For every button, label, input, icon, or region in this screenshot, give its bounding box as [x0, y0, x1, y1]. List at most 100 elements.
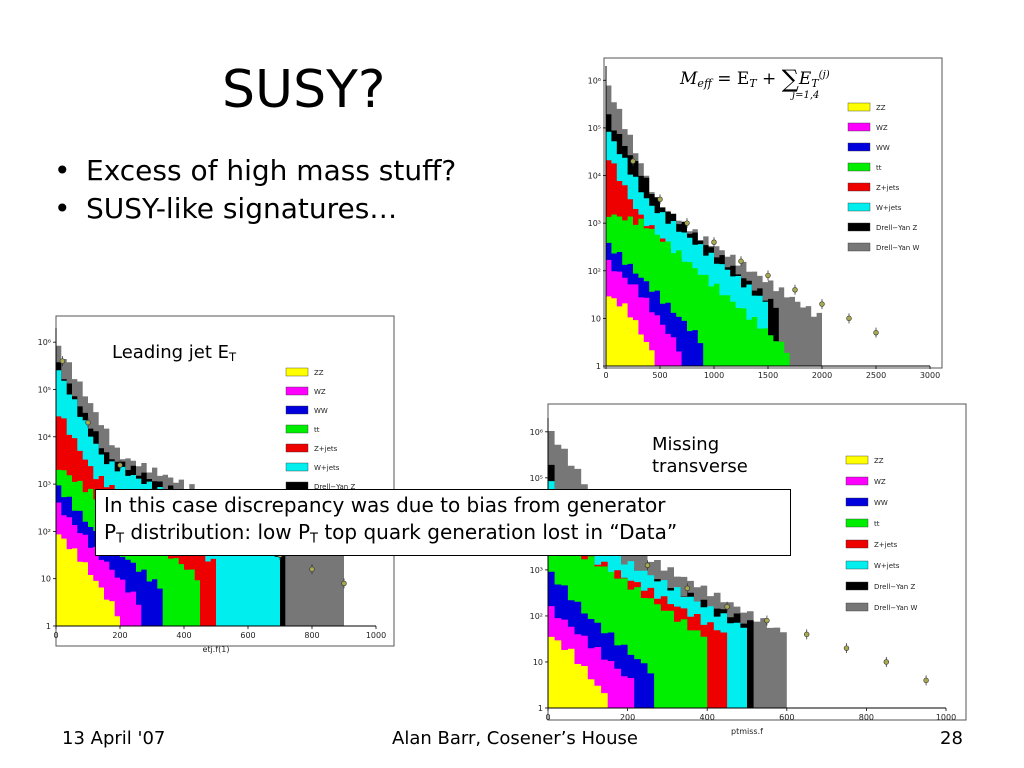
data-point: [883, 659, 889, 665]
legend-swatch: [845, 455, 869, 465]
formula-sum-icon: ∑: [781, 65, 799, 93]
data-point: [764, 617, 770, 624]
legend-swatch: [847, 182, 871, 192]
legend-label: Z+jets: [314, 445, 338, 453]
bullet-item: • Excess of high mass stuff?: [48, 155, 468, 187]
slide-title: SUSY?: [222, 60, 386, 120]
formula-plus: +: [762, 69, 777, 89]
legend-swatch: [845, 581, 869, 591]
discrepancy-note: In this case discrepancy was due to bias…: [95, 489, 791, 557]
legend-swatch: [847, 202, 871, 212]
x-tick-label: 2000: [812, 371, 832, 380]
data-point: [630, 158, 636, 164]
formula-term-sub: T: [811, 76, 819, 90]
meff-histogram-svg: 1 10 10² 10³ 10⁴ 10⁵ 10⁶ 0 500 1000 1500 2000 2500 30…: [588, 57, 943, 380]
x-tick-label: 1000: [366, 631, 386, 640]
note-p: P: [104, 520, 117, 544]
legend-swatch: [845, 602, 869, 612]
y-tick-label: 10⁶: [530, 428, 543, 437]
legend-label: W+jets: [874, 562, 900, 570]
hist-zz: [606, 296, 930, 366]
legend-swatch: [847, 162, 871, 172]
legend-label: Z+jets: [876, 184, 900, 192]
hist-ww: [606, 242, 930, 366]
x-tick-label: 200: [620, 713, 635, 722]
x-tick-label: 400: [700, 713, 715, 722]
data-point: [711, 239, 717, 245]
data-point: [819, 301, 825, 307]
legend-swatch: [847, 242, 871, 252]
y-tick-label: 1: [596, 362, 601, 371]
y-tick-label: 10³: [588, 219, 601, 228]
bullet-text: SUSY-like signatures…: [86, 192, 398, 225]
data-point: [309, 566, 315, 572]
legend-label: Drell−Yan W: [874, 604, 917, 612]
leading-jet-et-histogram: 1 10 10² 10³ 10⁴ 10⁵ 10⁶ 0 200 400 600 800 1000 etj.f…: [34, 315, 395, 656]
legend-swatch: [845, 518, 869, 528]
legend-swatch: [285, 424, 309, 434]
legend-label: WW: [314, 407, 328, 415]
hist-ww: [56, 485, 376, 626]
hist-zz: [548, 636, 946, 708]
bullet-dot-icon: •: [54, 192, 71, 225]
note-p-sub2: T: [310, 531, 318, 547]
legend-label: tt: [874, 520, 880, 528]
legend-label: ZZ: [314, 369, 324, 377]
note-line1: In this case discrepancy was due to bias…: [104, 493, 666, 517]
leading-jet-title: Leading jet ET: [112, 342, 236, 368]
note-line2: PT distribution: low PT top quark genera…: [104, 519, 784, 552]
data-point: [684, 220, 690, 226]
data-point: [804, 631, 810, 638]
hist-ww: [548, 571, 946, 708]
legend-label: ZZ: [876, 104, 886, 112]
x-tick-label: 500: [652, 371, 667, 380]
legend-swatch: [845, 560, 869, 570]
y-tick-label: 10²: [530, 612, 543, 621]
legend-label: WW: [876, 144, 890, 152]
meff-formula: Meff = ET + ∑ET(j): [680, 62, 830, 93]
formula-eq-sub: T: [749, 76, 757, 90]
x-tick-label: 600: [240, 631, 255, 640]
data-point: [59, 358, 66, 364]
note-p-sub: T: [116, 531, 125, 547]
footer-date: 13 April '07: [62, 728, 166, 749]
x-tick-label: 1500: [758, 371, 778, 380]
formula-sum-limits: j=1,4: [792, 90, 820, 101]
y-tick-label: 10⁵: [588, 124, 601, 133]
data-point: [873, 329, 879, 336]
data-point: [684, 585, 691, 592]
data-point: [341, 580, 347, 587]
legend-label: Drell−Yan Z: [314, 483, 355, 491]
bullet-item: • SUSY-like signatures…: [48, 193, 468, 225]
x-tick-label: 800: [859, 713, 874, 722]
y-tick-label: 10²: [38, 527, 51, 536]
formula-lhs: M: [680, 69, 698, 89]
legend-label: ZZ: [874, 457, 884, 465]
missing-et-title-line2: transverse: [652, 456, 748, 477]
bullet-list: • Excess of high mass stuff? • SUSY-like…: [48, 155, 468, 231]
meff-histogram: 1 10 10² 10³ 10⁴ 10⁵ 10⁶ 0 500 1000 1500 2000 2500 30…: [582, 57, 943, 383]
legend-swatch: [285, 405, 309, 415]
legend-label: W+jets: [876, 204, 902, 212]
x-tick-label: 2500: [866, 371, 886, 380]
y-tick-label: 10⁶: [588, 76, 601, 85]
y-tick-label: 10⁵: [38, 385, 51, 394]
data-point: [724, 604, 730, 610]
legend-swatch: [847, 142, 871, 152]
y-tick-label: 10³: [530, 566, 543, 575]
leading-jet-title-text: Leading jet E: [112, 342, 230, 363]
bullet-text: Excess of high mass stuff?: [86, 154, 457, 187]
missing-et-title-line1: Missing: [652, 434, 720, 455]
legend-swatch: [285, 367, 309, 377]
y-tick-label: 10: [533, 658, 543, 667]
data-point: [843, 645, 850, 651]
x-tick-label: 600: [779, 713, 794, 722]
legend-swatch: [285, 443, 309, 453]
legend-label: Drell−Yan Z: [874, 583, 915, 591]
legend-label: tt: [314, 426, 320, 434]
x-tick-label: 1000: [936, 713, 956, 722]
footer-author: Alan Barr, Cosener’s House: [392, 728, 638, 749]
y-tick-label: 10⁶: [38, 338, 51, 347]
y-tick-label: 10⁴: [38, 433, 51, 442]
x-tick-label: 1000: [704, 371, 724, 380]
